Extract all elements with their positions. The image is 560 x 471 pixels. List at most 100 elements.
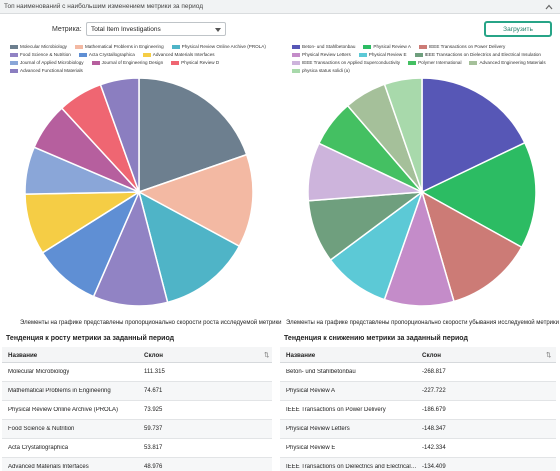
panel-header: Топ наименований с наибольшим изменением…: [0, 0, 560, 14]
table-row[interactable]: Physical Review E -142.334: [280, 439, 556, 458]
pie-slice[interactable]: [99, 77, 140, 193]
legend-item[interactable]: Physical Review E: [358, 52, 407, 58]
cell-slope: -142.334: [422, 445, 446, 451]
cell-name: Food Science & Nutrition: [8, 426, 75, 432]
legend-swatch: [418, 45, 427, 49]
legend-item[interactable]: Advanced Functional Materials: [10, 68, 83, 74]
cell-slope: -186.679: [422, 407, 446, 413]
cell-name: Physical Review E: [286, 445, 336, 451]
cell-slope: 73.925: [144, 407, 163, 413]
legend-item[interactable]: physica status solidi (a): [292, 68, 350, 74]
legend-label: IEEE Transactions on Power Delivery: [428, 44, 506, 49]
pie-slice[interactable]: [420, 141, 537, 249]
cell-slope: -134.409: [422, 464, 446, 470]
legend-label: Advanced Functional Materials: [20, 68, 83, 73]
legend-item[interactable]: Physical Review Online Archive (PROLA): [171, 44, 266, 50]
chevron-up-icon[interactable]: [544, 2, 554, 12]
metric-label: Метрика:: [52, 26, 82, 33]
legend-swatch: [10, 53, 18, 57]
table-row[interactable]: Molecular Microbiology 111.315: [2, 363, 272, 382]
legend-item[interactable]: Physical Review Letters: [292, 52, 351, 58]
legend-item[interactable]: Physical Review D: [171, 60, 219, 66]
cell-slope: 48.976: [144, 464, 163, 470]
legend-swatch: [78, 53, 87, 57]
legend-swatch: [292, 45, 300, 49]
legend-item[interactable]: Beton- und Stahlbetonbau: [292, 44, 355, 50]
table-row[interactable]: Physical Review Letters -148.347: [280, 420, 556, 439]
legend-label: Physical Review E: [368, 52, 407, 57]
legend-label: Polymer International: [418, 60, 462, 65]
table-row[interactable]: Physical Review A -227.722: [280, 382, 556, 401]
chevron-down-icon: [215, 28, 221, 32]
legend-swatch: [171, 61, 180, 65]
cell-slope: 111.315: [144, 369, 165, 375]
metric-select-value: Total Item Investigations: [91, 26, 161, 33]
legend-label: Acta Crystallographica: [88, 52, 135, 57]
legend-label: Food Science & Nutrition: [20, 52, 71, 57]
table-row[interactable]: Food Science & Nutrition 59.737: [2, 420, 272, 439]
growth-table: Название Склон ⇅ Molecular Microbiology 1…: [2, 347, 272, 471]
table-row[interactable]: IEEE Transactions on Dielectrics and Ele…: [280, 458, 556, 471]
pie-slice[interactable]: [420, 190, 523, 303]
legend-item[interactable]: Molecular Microbiology: [10, 44, 67, 50]
legend-item[interactable]: IEEE Transactions on Power Delivery: [418, 44, 506, 50]
pie-chart-growth: [24, 77, 254, 307]
table-row[interactable]: Physical Review Online Archive (PROLA) 73…: [2, 401, 272, 420]
legend-item[interactable]: Mathematical Problems in Engineering: [74, 44, 164, 50]
legend-label: Journal of Engineering Design: [101, 60, 164, 65]
legend-swatch: [358, 53, 367, 57]
cell-name: IEEE Transactions on Dielectrics and Ele…: [286, 464, 418, 470]
right-chart-caption: Элементы на графике представлены пропорц…: [286, 320, 559, 326]
legend-swatch: [10, 69, 18, 73]
legend-label: IEEE Transactions on Applied Superconduc…: [302, 60, 401, 65]
legend-swatch: [292, 69, 300, 73]
table-row[interactable]: Beton- und Stahlbetonbau -268.817: [280, 363, 556, 382]
legend-swatch: [414, 53, 423, 57]
load-button[interactable]: Загрузить: [484, 21, 552, 37]
table-row[interactable]: Advanced Materials Interfaces 48.976: [2, 458, 272, 471]
legend-item[interactable]: Journal of Applied Microbiology: [10, 60, 84, 66]
legend-item[interactable]: IEEE Transactions on Dielectrics and Ele…: [414, 52, 541, 58]
legend-swatch: [10, 61, 18, 65]
metric-select[interactable]: Total Item Investigations: [86, 22, 226, 36]
cell-name: IEEE Transactions on Power Delivery: [286, 407, 386, 413]
legend-item[interactable]: Food Science & Nutrition: [10, 52, 71, 58]
legend-item[interactable]: Physical Review A: [363, 44, 411, 50]
legend-swatch: [292, 61, 300, 65]
pie-slice[interactable]: [383, 77, 423, 193]
cell-slope: 59.737: [144, 426, 163, 432]
legend-swatch: [91, 61, 100, 65]
cell-slope: -268.817: [422, 369, 446, 375]
sort-arrows-icon[interactable]: ⇅: [264, 352, 270, 359]
pie-slice[interactable]: [92, 189, 169, 307]
legend-item[interactable]: IEEE Transactions on Applied Superconduc…: [292, 60, 400, 66]
legend-label: Molecular Microbiology: [20, 44, 67, 49]
cell-name: Physical Review Online Archive (PROLA): [8, 407, 119, 413]
cell-name: Physical Review Letters: [286, 426, 350, 432]
legend-label: Advanced Engineering Materials: [479, 60, 546, 65]
column-header-name[interactable]: Название: [286, 352, 316, 359]
left-chart-caption: Элементы на графике представлены пропорц…: [20, 320, 282, 326]
pie-slice[interactable]: [137, 153, 254, 248]
table-header: Название Склон ⇅: [2, 347, 272, 363]
legend-item[interactable]: Polymer International: [408, 60, 461, 66]
legend-label: Physical Review D: [181, 60, 220, 65]
legend-item[interactable]: Acta Crystallographica: [78, 52, 135, 58]
legend-item[interactable]: Advanced Engineering Materials: [469, 60, 546, 66]
pie-slice[interactable]: [421, 77, 526, 194]
legend-item[interactable]: Journal of Engineering Design: [91, 60, 164, 66]
legend-label: IEEE Transactions on Dielectrics and Ele…: [424, 52, 541, 57]
legend-label: Mathematical Problems in Engineering: [84, 44, 164, 49]
column-header-slope[interactable]: Склон: [422, 352, 442, 359]
decline-table-title: Тенденция к снижению метрики за заданный…: [284, 335, 468, 342]
table-row[interactable]: IEEE Transactions on Power Delivery -186.…: [280, 401, 556, 420]
legend-swatch: [469, 61, 478, 65]
sort-arrows-icon[interactable]: ⇅: [546, 352, 552, 359]
column-header-name[interactable]: Название: [8, 352, 38, 359]
legend-item[interactable]: Advanced Materials Interfaces: [142, 52, 215, 58]
cell-name: Molecular Microbiology: [8, 369, 70, 375]
pie-slice[interactable]: [137, 190, 241, 304]
column-header-slope[interactable]: Склон: [144, 352, 164, 359]
table-row[interactable]: Acta Crystallographica 53.817: [2, 439, 272, 458]
table-row[interactable]: Mathematical Problems in Engineering 74.6…: [2, 382, 272, 401]
